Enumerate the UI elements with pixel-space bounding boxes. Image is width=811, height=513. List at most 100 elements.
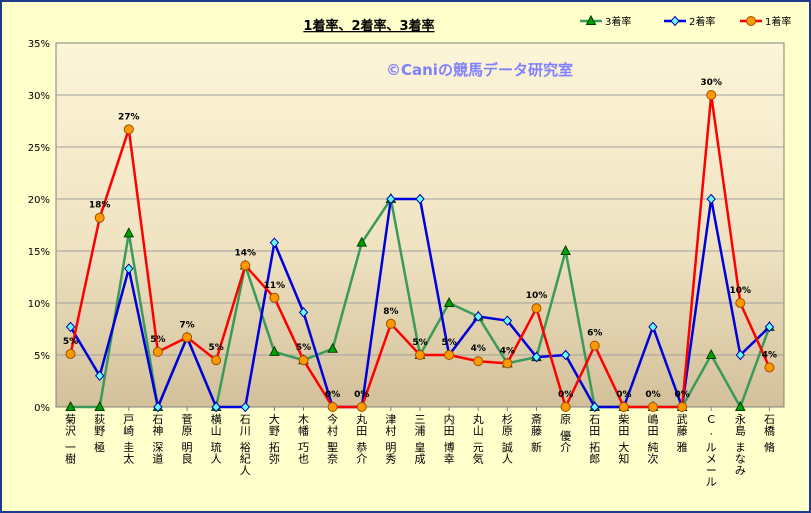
y-tick-label: 35% — [28, 39, 50, 50]
series-third-point — [327, 342, 338, 353]
series-second-point — [706, 193, 716, 205]
x-tick-label: 石川 裕紀人 — [240, 413, 251, 477]
data-label: 4% — [762, 350, 777, 360]
data-label: 10% — [526, 291, 548, 301]
series-first-point — [706, 90, 717, 100]
series-second-point — [65, 321, 76, 333]
series-first-point — [764, 362, 775, 373]
data-label: 5% — [412, 338, 427, 348]
y-axis: 0% 5% 10% 15% 20% 25% 30% 35% — [28, 39, 50, 414]
series-second-point — [648, 321, 658, 333]
x-tick-label: 津村 明秀 — [385, 413, 396, 466]
data-label: 8% — [383, 307, 398, 317]
data-label: 6% — [587, 329, 602, 339]
series-third-point — [705, 348, 717, 359]
series-second-point — [124, 263, 134, 274]
series-second-point — [240, 401, 250, 413]
series-first-point — [385, 318, 396, 329]
data-label: 7% — [179, 320, 194, 330]
y-tick-label: 5% — [34, 351, 50, 362]
series-second-point — [95, 370, 105, 382]
x-tick-label: 石田 拓郎 — [589, 413, 600, 466]
legend-marker — [585, 14, 597, 25]
legend-marker — [670, 15, 680, 27]
x-tick-label: C. ルメール — [706, 413, 717, 489]
series-third-point — [734, 400, 746, 411]
series-second-point — [560, 349, 571, 361]
series-second-point — [473, 311, 483, 322]
x-tick-label: 今村 聖奈 — [327, 412, 338, 466]
series-first-point — [589, 340, 600, 351]
series-second-point — [153, 401, 163, 413]
series-first-point — [618, 402, 629, 412]
series-group — [65, 90, 775, 413]
series-first-point — [152, 346, 163, 357]
series-third-point — [443, 296, 455, 307]
data-label: 5% — [63, 337, 78, 347]
data-label: 4% — [471, 344, 486, 354]
series-first-point — [415, 350, 425, 360]
x-tick-label: 丸山 元気 — [473, 413, 484, 466]
x-tick-label: 斎藤 新 — [531, 412, 542, 454]
series-second-point — [735, 349, 745, 361]
series-first-point — [211, 355, 222, 366]
data-label: 5% — [441, 338, 456, 348]
data-label: 18% — [89, 201, 111, 211]
legend-label: 2着率 — [689, 15, 715, 28]
series-second-point — [590, 401, 600, 413]
x-tick-label: 石橋 脩 — [764, 413, 775, 454]
series-first-point — [94, 212, 105, 223]
x-tick-label: 木幡 巧也 — [298, 413, 309, 466]
x-tick-label: 横山 琉人 — [211, 412, 222, 466]
series-first-point — [65, 348, 76, 359]
data-label: 27% — [118, 112, 140, 122]
series-second-point — [502, 315, 513, 326]
series-second-point — [415, 193, 425, 205]
data-label: 5% — [296, 343, 311, 353]
y-tick-label: 25% — [28, 143, 50, 154]
series-second-point — [298, 307, 309, 318]
legend-label: 1着率 — [765, 15, 791, 28]
y-tick-label: 30% — [28, 91, 50, 102]
legend-marker — [746, 16, 756, 26]
data-label: 11% — [264, 281, 286, 291]
series-second-point — [269, 237, 280, 248]
chart-title: 1着率、2着率、3着率 — [303, 18, 434, 34]
data-label: 5% — [150, 335, 165, 345]
x-tick-label: 武藤 雅 — [677, 413, 688, 454]
data-labels: 5% 18% 27% 5% 7% 5% 14% 11% 5% 0% 0% 8% 5% 5% 4% 4% 10% 0… — [63, 78, 777, 400]
series-first-point — [473, 356, 484, 367]
series-first-point — [327, 402, 338, 412]
series-second-point — [386, 193, 396, 205]
x-tick-label: 杉原 誠人 — [502, 412, 513, 466]
x-tick-label: 内田 博幸 — [444, 412, 455, 466]
x-tick-label: 石神 深道 — [152, 413, 163, 466]
series-second-point — [211, 401, 221, 413]
series-first-point — [531, 303, 542, 314]
y-tick-label: 15% — [28, 247, 50, 258]
x-tick-label: 永島 まなみ — [735, 412, 746, 477]
series-first-point — [502, 358, 513, 369]
x-tick-label: 菅原 明良 — [182, 413, 193, 466]
series-third-point — [269, 345, 280, 356]
x-tick-label: 戸崎 圭太 — [123, 413, 134, 466]
legend-label: 3着率 — [605, 15, 631, 28]
x-tick-label: 柴田 大知 — [618, 412, 629, 466]
x-tick-label: 嶋田 純次 — [647, 412, 658, 466]
data-label: 14% — [235, 249, 257, 259]
series-second-point — [531, 351, 542, 363]
legend: 3着率 2着率 1着率 — [580, 14, 791, 28]
x-tick-label: 丸田 恭介 — [356, 413, 367, 466]
x-tick-label: 荻野 極 — [94, 413, 105, 454]
data-label: 5% — [209, 343, 224, 353]
series-first-point — [647, 402, 658, 412]
data-label: 30% — [700, 78, 722, 88]
series-first-point — [298, 355, 309, 366]
y-tick-label: 20% — [28, 195, 50, 206]
series-second-point — [764, 321, 775, 333]
watermark-text: ©Caniの競馬データ研究室 — [386, 61, 573, 79]
series-third-point — [356, 236, 368, 247]
series-first-point — [182, 332, 193, 343]
series-third-point — [65, 400, 76, 411]
